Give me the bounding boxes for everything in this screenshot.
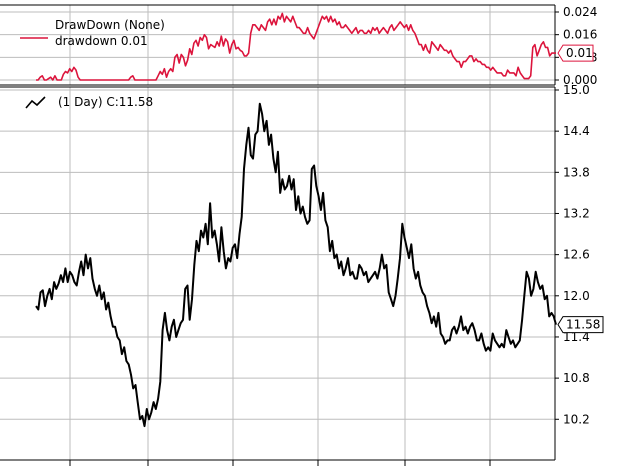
y-tick-label: 0.016 xyxy=(563,28,597,42)
last-value-tag: 11.58 xyxy=(557,316,604,334)
y-tick-label: 12.6 xyxy=(563,248,590,262)
drawdown-legend: DrawDown (None) drawdown 0.01 xyxy=(20,18,165,48)
last-value-text: 11.58 xyxy=(566,318,600,332)
y-tick-label: 11.4 xyxy=(563,330,590,344)
drawdown-legend-label: DrawDown (None) xyxy=(55,18,165,32)
y-tick-label: 13.8 xyxy=(563,165,590,179)
drawdown-legend-value: drawdown 0.01 xyxy=(55,34,148,48)
price-legend: (1 Day) C:11.58 xyxy=(25,95,153,109)
series-line xyxy=(35,102,557,428)
last-value-tag: 0.01 xyxy=(557,44,594,62)
last-value-text: 0.01 xyxy=(566,46,593,60)
y-tick-label: 15.0 xyxy=(563,83,590,97)
price-legend-swatch xyxy=(25,96,46,109)
y-tick-label: 0.000 xyxy=(563,73,597,87)
last-value-box xyxy=(557,44,594,62)
y-tick-label: 13.2 xyxy=(563,206,590,220)
price-panel-frame xyxy=(0,86,556,461)
price-y-axis: 15.0 14.4 13.8 13.2 12.6 12.0 11.4 10.8 10.2 xyxy=(555,83,590,426)
price-legend-label: (1 Day) C:11.58 xyxy=(58,95,153,109)
y-tick-label: 10.2 xyxy=(563,412,590,426)
drawdown-panel-frame xyxy=(0,4,556,86)
drawdown-series: 0.01 xyxy=(36,12,594,81)
y-tick-label: 10.8 xyxy=(563,371,590,385)
series-line xyxy=(36,12,556,81)
price-series: 11.58 xyxy=(35,102,604,428)
y-tick-label: 0.024 xyxy=(563,5,597,19)
x-axis-ticks xyxy=(69,460,491,466)
y-tick-label: 14.4 xyxy=(563,124,590,138)
last-value-box xyxy=(557,316,604,334)
y-tick-label: 12.0 xyxy=(563,289,590,303)
